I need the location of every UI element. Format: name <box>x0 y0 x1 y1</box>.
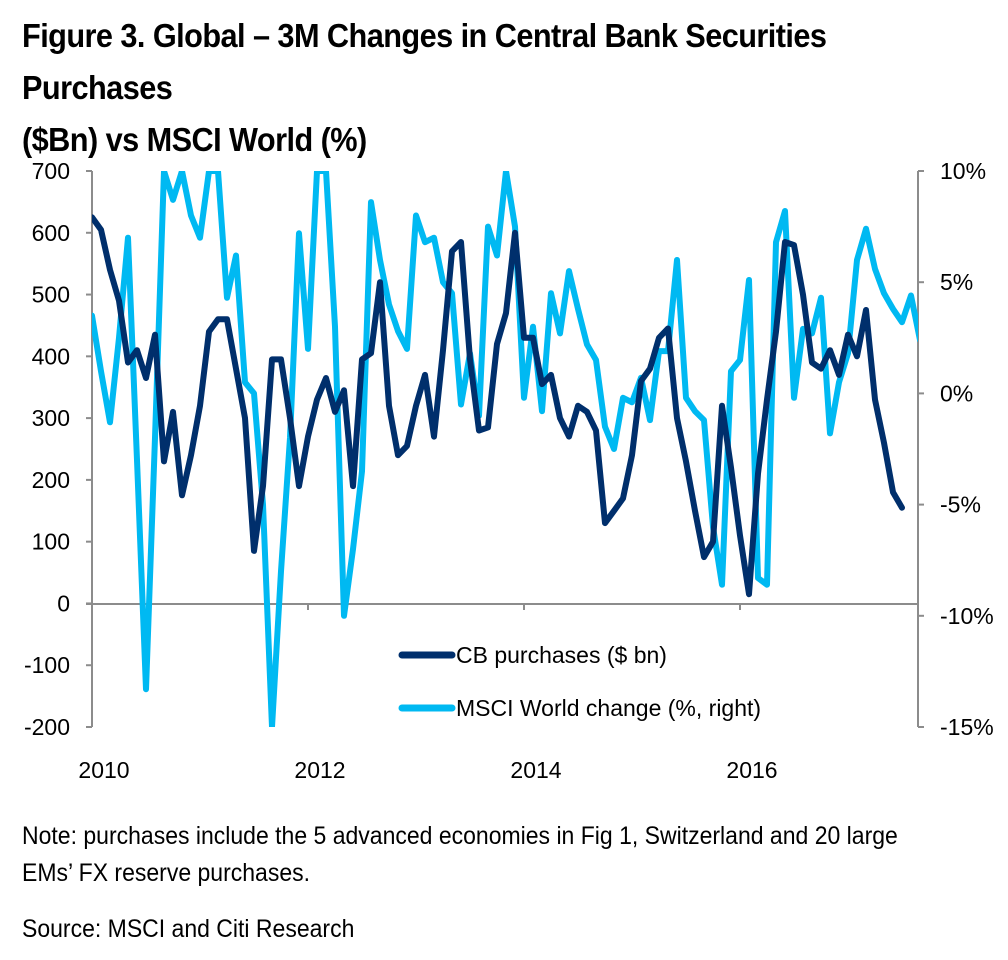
note-line-2: EMs’ FX reserve purchases. <box>22 859 311 887</box>
left-tick-label: 200 <box>32 467 70 493</box>
right-tick-label: 10% <box>940 158 986 184</box>
left-tick-label: 0 <box>57 590 70 616</box>
figure-title-line-2: ($Bn) vs MSCI World (%) <box>22 121 367 158</box>
right-tick-label: 5% <box>940 269 973 295</box>
figure-title-line-1: Figure 3. Global – 3M Changes in Central… <box>22 17 827 106</box>
axes: 700 600 500 400 300 200 100 0 -100 -200 10% 5% 0% -5%… <box>24 158 994 783</box>
left-tick-label: -100 <box>24 652 70 678</box>
right-tick-label: -5% <box>940 492 981 518</box>
x-tick-label: 2012 <box>294 757 345 783</box>
chart-container: 700 600 500 400 300 200 100 0 -100 -200 10% 5% 0% -5%… <box>0 150 1008 800</box>
left-tick-label: 600 <box>32 220 70 246</box>
line-chart: 700 600 500 400 300 200 100 0 -100 -200 10% 5% 0% -5%… <box>24 158 994 783</box>
right-tick-label: -10% <box>940 603 994 629</box>
x-tick-label: 2016 <box>726 757 777 783</box>
cb-purchases-line <box>92 214 905 598</box>
figure-title: Figure 3. Global – 3M Changes in Central… <box>22 10 924 166</box>
msci-world-line <box>92 171 918 727</box>
left-tick-label: 700 <box>32 158 70 184</box>
x-tick-label: 2010 <box>78 757 129 783</box>
right-tick-label: 0% <box>940 380 973 406</box>
left-tick-label: -200 <box>24 714 70 740</box>
legend-cb-purchases-label: CB purchases ($ bn) <box>456 642 667 668</box>
figure-note: Note: purchases include the 5 advanced e… <box>22 818 924 892</box>
note-line-1: Note: purchases include the 5 advanced e… <box>22 822 898 850</box>
series-lines <box>92 171 918 727</box>
legend: CB purchases ($ bn) MSCI World change (%,… <box>398 642 761 721</box>
left-tick-label: 300 <box>32 405 70 431</box>
figure-source: Source: MSCI and Citi Research <box>22 915 355 943</box>
left-tick-label: 400 <box>32 343 70 369</box>
left-tick-label: 500 <box>32 282 70 308</box>
x-tick-label: 2014 <box>510 757 561 783</box>
left-tick-label: 100 <box>32 529 70 555</box>
right-tick-label: -15% <box>940 714 994 740</box>
legend-msci-world-label: MSCI World change (%, right) <box>456 695 761 721</box>
